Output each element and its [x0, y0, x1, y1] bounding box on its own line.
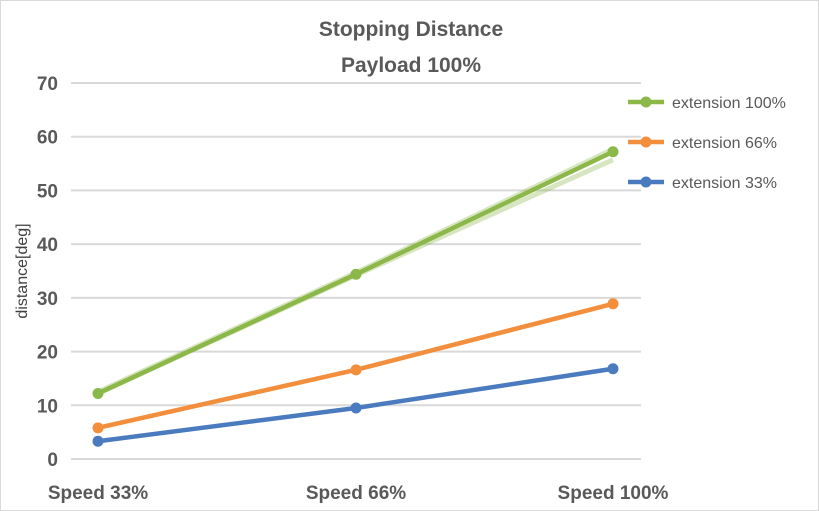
chart-title: Stopping Distance: [319, 18, 503, 41]
data-point: [607, 298, 619, 310]
y-tick-label: 60: [37, 128, 58, 149]
y-axis-label: distance[deg]: [14, 223, 31, 318]
data-point: [607, 146, 619, 158]
y-tick-label: 30: [37, 289, 58, 310]
data-point: [350, 268, 362, 280]
data-point: [92, 387, 104, 399]
legend-marker: [640, 96, 652, 108]
y-tick-label: 20: [37, 343, 58, 364]
data-point: [92, 435, 104, 447]
y-tick-label: 50: [37, 181, 58, 202]
y-tick-label: 40: [37, 235, 58, 256]
legend-label: extension 33%: [672, 175, 777, 192]
data-point: [92, 422, 104, 434]
y-tick-label: 0: [47, 450, 58, 471]
data-point: [350, 364, 362, 376]
legend-label: extension 66%: [672, 135, 777, 152]
x-tick-label: Speed 66%: [306, 483, 406, 504]
chart-subtitle: Payload 100%: [341, 54, 481, 77]
y-tick-label: 70: [37, 74, 58, 95]
y-tick-label: 10: [37, 396, 58, 417]
x-tick-label: Speed 100%: [558, 483, 669, 504]
legend-label: extension 100%: [672, 95, 786, 112]
legend-marker: [640, 176, 652, 188]
data-point: [350, 402, 362, 414]
x-tick-label: Speed 33%: [48, 483, 148, 504]
legend-marker: [640, 136, 652, 148]
data-point: [607, 363, 619, 375]
